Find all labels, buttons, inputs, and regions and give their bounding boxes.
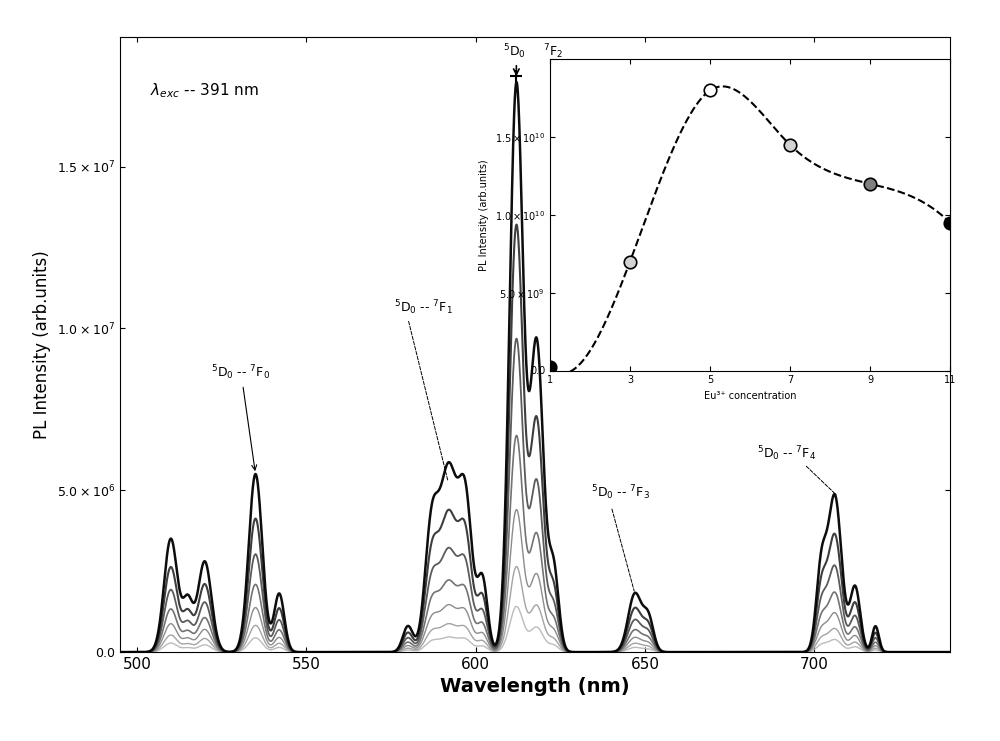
Text: $^5$D$_0$ -- $^7$F$_4$: $^5$D$_0$ -- $^7$F$_4$ [757,444,816,462]
Text: $\lambda_{exc}$ -- 391 nm: $\lambda_{exc}$ -- 391 nm [150,82,259,100]
Text: $^7$F$_2$: $^7$F$_2$ [543,42,563,62]
Text: $^5$D$_0$ -- $^7$F$_0$: $^5$D$_0$ -- $^7$F$_0$ [211,363,270,470]
Text: $^5$D$_0$: $^5$D$_0$ [503,42,526,62]
Y-axis label: PL Intensity (arb.units): PL Intensity (arb.units) [33,250,51,439]
Y-axis label: PL Intensity (arb.units): PL Intensity (arb.units) [479,159,489,270]
Text: $^5$D$_0$ -- $^7$F$_1$: $^5$D$_0$ -- $^7$F$_1$ [394,299,453,317]
X-axis label: Eu³⁺ concentration: Eu³⁺ concentration [704,391,796,401]
Text: $^5$D$_0$ -- $^7$F$_3$: $^5$D$_0$ -- $^7$F$_3$ [591,483,650,502]
X-axis label: Wavelength (nm): Wavelength (nm) [440,677,630,697]
